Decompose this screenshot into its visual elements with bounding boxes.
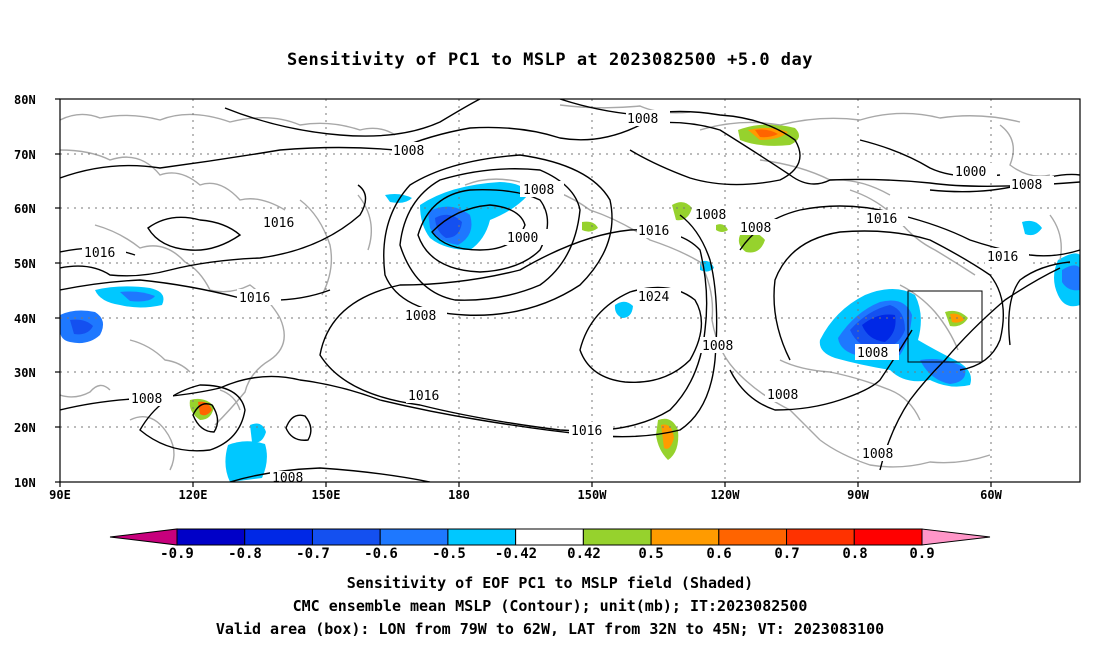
colorbar-label: 0.5 (638, 546, 663, 562)
contour-label: 1008 (862, 447, 893, 462)
contour-label: 1008 (702, 339, 733, 354)
colorbar-swatch (379, 528, 449, 546)
colorbar-label: -0.9 (160, 546, 194, 562)
colorbar-label: -0.6 (364, 546, 398, 562)
contour-label: 1024 (638, 290, 669, 305)
colorbar-swatch (718, 528, 788, 546)
caption-line-1: Sensitivity of EOF PC1 to MSLP field (Sh… (346, 574, 754, 592)
coastlines (60, 104, 1062, 471)
colorbar-swatch (176, 528, 246, 546)
colorbar-labels: -0.9 -0.8 -0.7 -0.6 -0.5 -0.42 0.42 0.5 … (160, 546, 935, 562)
lat-tick-label: 40N (14, 312, 36, 326)
colorbar-swatch (582, 528, 652, 546)
colorbar-label: 0.9 (909, 546, 934, 562)
colorbar-swatch (447, 528, 517, 546)
lon-tick-label: 180 (448, 488, 470, 502)
contour-labels: 1008 1008 1008 1008 1016 1016 1016 1008 … (82, 110, 1054, 486)
colorbar-swatch (515, 528, 584, 546)
contour-label: 1016 (408, 389, 439, 404)
contour-label: 1008 (740, 221, 771, 236)
lat-labels: 80N 70N 60N 50N 40N 30N 20N 10N (14, 93, 36, 490)
colorbar-label: -0.7 (296, 546, 330, 562)
colorbar-label: 0.6 (706, 546, 731, 562)
colorbar-swatch (786, 528, 855, 546)
colorbar-swatch (244, 528, 313, 546)
lon-tick-label: 150E (312, 488, 341, 502)
colorbar-swatch (853, 528, 923, 546)
contour-label: 1016 (866, 212, 897, 227)
colorbar-swatch (650, 528, 720, 546)
colorbar-label: -0.5 (432, 546, 466, 562)
contour-label: 1008 (405, 309, 436, 324)
chart-title: Sensitivity of PC1 to MSLP at 2023082500… (286, 50, 813, 70)
colorbar-label: -0.8 (228, 546, 262, 562)
valid-area-box (907, 290, 983, 363)
colorbar-label: 0.7 (774, 546, 799, 562)
lat-tick-label: 70N (14, 148, 36, 162)
contour-label: 1016 (239, 291, 270, 306)
lon-tick-label: 120W (711, 488, 741, 502)
contour-label: 1008 (1011, 178, 1042, 193)
contour-label: 1008 (393, 144, 424, 159)
contour-label: 1008 (627, 112, 658, 127)
contour-label: 1008 (857, 346, 888, 361)
contour-label: 1008 (272, 471, 303, 486)
contour-label: 1000 (507, 231, 538, 246)
lat-tick-label: 60N (14, 202, 36, 216)
lon-tick-label: 90W (847, 488, 869, 502)
colorbar-label: -0.42 (495, 546, 537, 562)
lon-tick-label: 150W (578, 488, 608, 502)
contour-label: 1000 (955, 165, 986, 180)
map-frame (59, 98, 1081, 483)
contour-label: 1008 (523, 183, 554, 198)
lon-tick-label: 90E (49, 488, 71, 502)
lat-tick-label: 50N (14, 257, 36, 271)
contour-label: 1016 (571, 424, 602, 439)
contour-label: 1008 (131, 392, 162, 407)
sensitivity-shading (60, 124, 1080, 482)
lat-tick-label: 20N (14, 421, 36, 435)
colorbar-label: 0.42 (567, 546, 601, 562)
lat-tick-label: 80N (14, 93, 36, 107)
contour-label: 1016 (84, 246, 115, 261)
colorbar-label: 0.8 (842, 546, 867, 562)
lat-tick-label: 30N (14, 366, 36, 380)
contour-label: 1008 (767, 388, 798, 403)
lon-tick-label: 60W (980, 488, 1002, 502)
lon-labels: 90E 120E 150E 180 150W 120W 90W 60W (49, 488, 1002, 502)
caption-line-2: CMC ensemble mean MSLP (Contour); unit(m… (292, 597, 808, 615)
colorbar-swatch (311, 528, 381, 546)
colorbar-low-triangle (109, 528, 178, 546)
axis-ticks (55, 98, 992, 487)
lat-tick-label: 10N (14, 476, 36, 490)
colorbar-high-triangle (921, 528, 991, 546)
contour-label: 1016 (263, 216, 294, 231)
contour-label: 1016 (638, 224, 669, 239)
caption-line-3: Valid area (box): LON from 79W to 62W, L… (215, 620, 885, 638)
contour-label: 1008 (695, 208, 726, 223)
lon-tick-label: 120E (179, 488, 208, 502)
colorbar (109, 528, 991, 546)
contour-label: 1016 (987, 250, 1018, 265)
